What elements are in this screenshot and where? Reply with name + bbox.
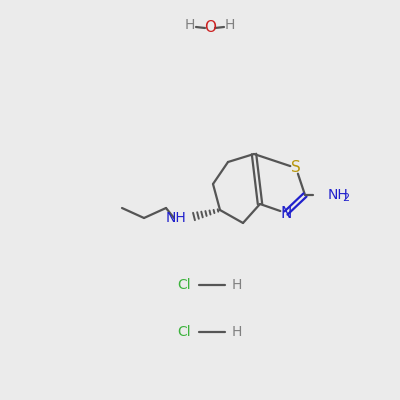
Text: H: H — [225, 18, 235, 32]
Text: N: N — [280, 206, 292, 220]
Text: NH: NH — [165, 211, 186, 225]
Text: H: H — [232, 325, 242, 339]
Text: S: S — [291, 160, 301, 176]
Text: O: O — [204, 20, 216, 36]
Text: Cl: Cl — [177, 278, 191, 292]
Text: NH: NH — [328, 188, 349, 202]
Text: Cl: Cl — [177, 325, 191, 339]
Text: H: H — [185, 18, 195, 32]
Text: H: H — [232, 278, 242, 292]
Text: 2: 2 — [342, 193, 349, 203]
